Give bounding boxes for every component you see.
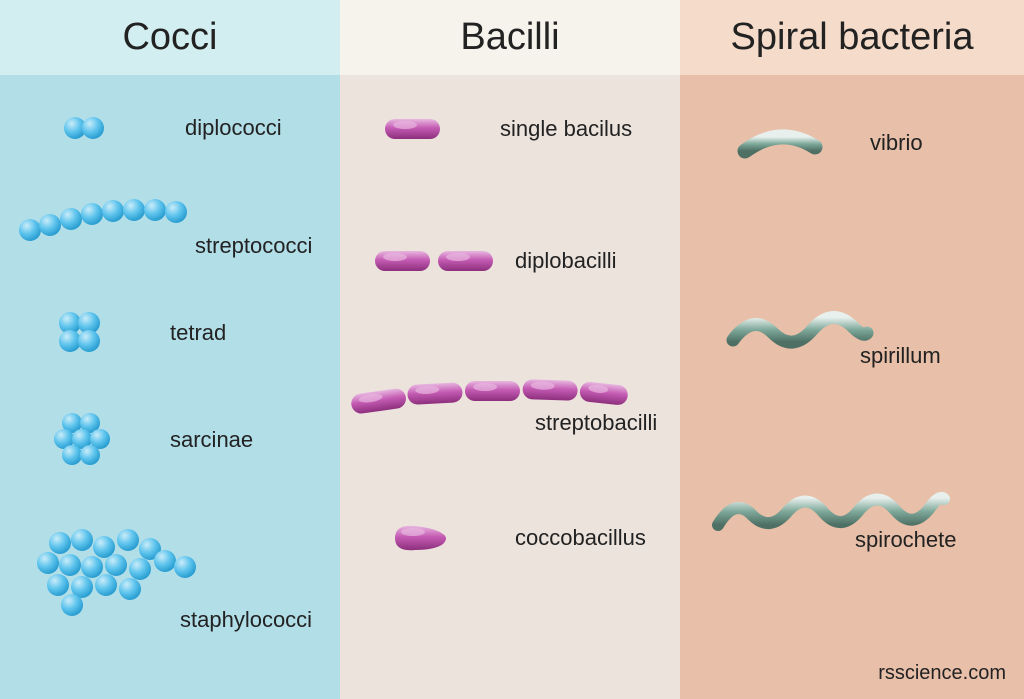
column-spiral: Spiral bacteria [680,0,1024,699]
credit-text: rsscience.com [878,662,1006,685]
item-sarcinae: sarcinae [0,410,115,470]
item-label: spirochete [855,527,957,553]
item-spirochete: spirochete [680,485,950,540]
column-title: Cocci [122,16,217,59]
item-staphylococci: staphylococci [0,525,200,620]
item-coccobacillus: coccobacillus [340,520,455,556]
column-body-cocci: diplococci streptococci [0,75,340,699]
item-label: streptobacilli [535,410,657,436]
item-label: single bacilus [500,116,632,142]
item-vibrio: vibrio [680,123,825,163]
column-body-spiral: vibrio spirillum spirochete rsscie [680,75,1024,699]
item-diplobacilli: diplobacilli [340,245,500,277]
shape-spirillum-icon [725,305,875,355]
item-label: vibrio [870,130,923,156]
shape-sarcinae-icon [50,410,115,470]
column-header-cocci: Cocci [0,0,340,75]
item-streptobacilli: streptobacilli [340,365,635,420]
item-label: diplococci [185,115,282,141]
item-label: spirillum [860,343,941,369]
column-title: Spiral bacteria [731,16,974,59]
shape-diplobacilli-icon [370,245,500,277]
item-label: sarcinae [170,427,253,453]
item-label: diplobacilli [515,248,617,274]
item-spirillum: spirillum [680,305,875,355]
shape-coccobacillus-icon [385,520,455,556]
shape-vibrio-icon [735,123,825,163]
item-label: tetrad [170,320,226,346]
column-body-bacilli: single bacilus diplobacilli [340,75,680,699]
item-label: streptococci [195,233,312,259]
column-header-bacilli: Bacilli [340,0,680,75]
column-title: Bacilli [460,16,559,59]
item-tetrad: tetrad [0,310,110,355]
column-cocci: Cocci [0,0,340,699]
column-header-spiral: Spiral bacteria [680,0,1024,75]
item-diplococci: diplococci [0,113,110,143]
item-label: coccobacillus [515,525,646,551]
diagram-container: Cocci [0,0,1024,699]
column-bacilli: Bacilli [340,0,680,699]
shape-single-bacillus-icon [380,113,450,145]
shape-diplococci-icon [60,113,110,143]
shape-tetrad-icon [55,310,110,355]
item-single-bacillus: single bacilus [340,113,450,145]
item-streptococci: streptococci [0,195,203,245]
item-label: staphylococci [180,607,312,633]
shape-streptococci-icon [18,195,203,245]
shape-staphylococci-icon [20,525,200,620]
